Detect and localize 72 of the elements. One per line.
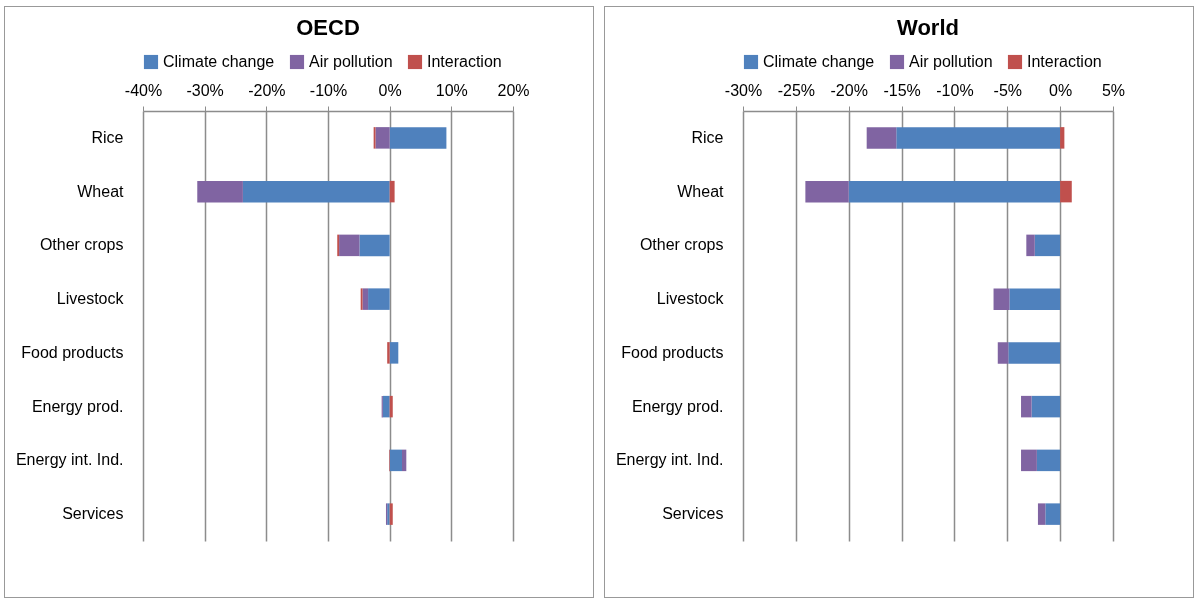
bar: [389, 127, 447, 149]
x-tick-label: -10%: [936, 81, 974, 99]
y-tick-label: Livestock: [56, 290, 125, 308]
bar: [1045, 503, 1061, 525]
bar: [402, 449, 407, 472]
legend-label: Interaction: [1027, 53, 1102, 70]
x-tick-label: 20%: [497, 81, 530, 99]
y-tick-label: Energy int. Ind.: [15, 451, 124, 469]
y-tick-label: Rice: [691, 128, 724, 146]
bar: [387, 342, 390, 364]
x-tick-label: 5%: [1101, 81, 1126, 99]
x-tick-label: 0%: [378, 81, 402, 99]
bar: [896, 127, 1061, 149]
bar: [197, 180, 243, 203]
bar: [997, 342, 1009, 364]
y-tick-label: Rice: [91, 128, 124, 146]
chart-title: OECD: [296, 15, 360, 40]
legend-label: Climate change: [763, 53, 875, 70]
bar: [1008, 342, 1061, 364]
y-tick-label: Wheat: [77, 182, 125, 200]
bar: [389, 342, 399, 364]
y-tick-label: Other crops: [39, 236, 124, 254]
x-tick-label: -15%: [883, 81, 921, 99]
y-tick-label: Services: [662, 505, 724, 523]
x-tick-label: -25%: [777, 81, 816, 99]
bar: [242, 180, 390, 203]
legend-label: Climate change: [163, 53, 275, 70]
bar: [362, 288, 369, 310]
bar: [339, 234, 360, 257]
bar: [1034, 234, 1061, 257]
bar: [1031, 395, 1061, 418]
y-tick-label: Energy int. Ind.: [615, 451, 724, 469]
y-tick-label: Wheat: [677, 182, 725, 200]
x-tick-label: -20%: [248, 81, 286, 99]
x-tick-label: 0%: [1049, 81, 1073, 99]
y-tick-label: Food products: [621, 343, 724, 361]
bar: [1021, 449, 1037, 472]
y-tick-label: Food products: [21, 343, 124, 361]
bar: [382, 395, 390, 418]
bar: [993, 288, 1010, 310]
y-tick-label: Energy prod.: [631, 397, 724, 415]
y-tick-label: Energy prod.: [31, 397, 124, 415]
y-tick-label: Services: [62, 505, 124, 523]
legend-label: Air pollution: [309, 53, 393, 70]
bar: [866, 127, 897, 149]
x-tick-label: -5%: [993, 81, 1023, 99]
y-tick-label: Livestock: [656, 290, 725, 308]
x-tick-label: -10%: [309, 81, 348, 99]
bar: [1037, 503, 1046, 525]
x-tick-label: 10%: [435, 81, 468, 99]
x-tick-label: -40%: [124, 81, 163, 99]
bar: [848, 180, 1061, 203]
bar: [1060, 180, 1072, 203]
x-tick-label: -30%: [186, 81, 224, 99]
chart-title: World: [897, 15, 959, 40]
bar: [368, 288, 390, 310]
bar: [389, 180, 395, 203]
bar: [389, 449, 402, 472]
bar: [1036, 449, 1061, 472]
bar: [375, 127, 390, 149]
bar: [805, 180, 849, 203]
bar: [389, 395, 393, 418]
y-tick-label: Other crops: [639, 236, 724, 254]
bar: [359, 234, 390, 257]
bar: [1021, 395, 1032, 418]
bar: [1026, 234, 1035, 257]
bar: [1009, 288, 1061, 310]
legend-label: Interaction: [427, 53, 502, 70]
x-tick-label: -20%: [830, 81, 868, 99]
x-tick-label: -30%: [724, 81, 763, 99]
legend-label: Air pollution: [909, 53, 993, 70]
bar: [1060, 127, 1065, 149]
